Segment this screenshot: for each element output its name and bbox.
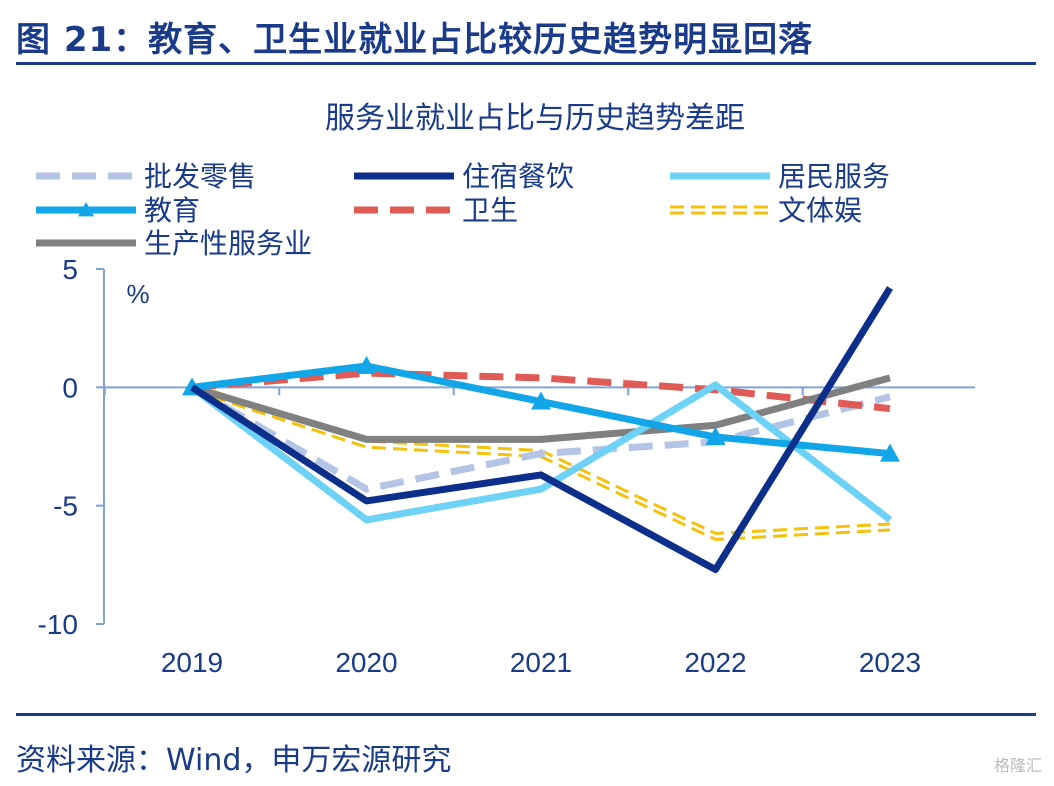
y-axis-unit-label: % <box>126 279 149 309</box>
legend-item: 批发零售 <box>36 161 256 192</box>
x-tick-label: 2022 <box>684 647 746 678</box>
legend-item: 卫生 <box>354 195 518 226</box>
data-point-marker <box>356 356 377 375</box>
series-line <box>189 381 893 524</box>
legend-item: 生产性服务业 <box>36 228 312 259</box>
x-tick-label: 2021 <box>510 647 572 678</box>
legend-item: 教育 <box>36 195 200 226</box>
legend-marker <box>78 202 94 217</box>
series-group <box>182 286 900 574</box>
series-line <box>190 374 891 443</box>
data-point-marker <box>531 391 551 410</box>
y-tick-label: 0 <box>62 372 78 403</box>
footer-rule <box>16 713 1036 716</box>
legend-label: 批发零售 <box>144 161 256 192</box>
x-tick-label: 2019 <box>161 647 223 678</box>
title-rule <box>16 62 1036 65</box>
figure-title: 图 21：教育、卫生业就业占比较历史趋势明显回落 <box>16 20 814 60</box>
x-tick-label: 2020 <box>335 647 397 678</box>
y-tick-label: -10 <box>38 609 78 640</box>
series-line <box>190 286 893 574</box>
source-note: 资料来源：Wind，申万宏源研究 <box>16 743 452 778</box>
legend-item: 居民服务 <box>670 161 890 192</box>
legend-label: 住宿餐饮 <box>462 161 574 192</box>
legend-label: 生产性服务业 <box>144 228 312 259</box>
y-tick-label: 5 <box>62 254 78 285</box>
data-point-marker <box>705 427 726 446</box>
watermark: 格隆汇 <box>993 756 1042 775</box>
legend-label: 教育 <box>144 195 200 226</box>
legend-item: 住宿餐饮 <box>354 161 574 192</box>
series-卫生 <box>191 369 891 413</box>
legend-label: 居民服务 <box>778 161 890 192</box>
series-居民服务 <box>189 381 893 524</box>
series-line <box>191 369 891 413</box>
axes: 5 0 -5 -10 2019 2020 2021 2022 2023 <box>38 254 975 678</box>
series-住宿餐饮 <box>190 286 893 574</box>
data-point-marker <box>880 443 900 462</box>
legend-label: 文体娱 <box>778 195 862 226</box>
legend-item: 文体娱 <box>670 195 862 226</box>
legend-label: 卫生 <box>462 195 518 226</box>
series-教育 <box>182 356 900 462</box>
chart-title: 服务业就业占比与历史趋势差距 <box>325 102 745 135</box>
y-tick-label: -5 <box>53 491 78 522</box>
x-tick-label: 2023 <box>859 647 921 678</box>
series-生产性服务业 <box>190 374 891 443</box>
